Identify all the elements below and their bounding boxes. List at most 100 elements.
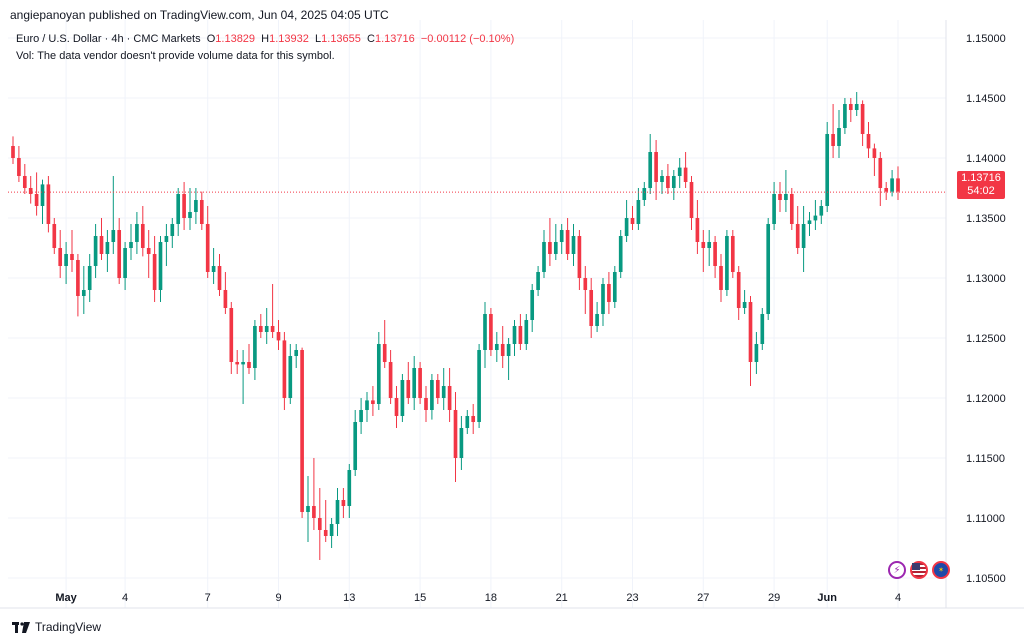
candle-body (170, 224, 175, 236)
candle-body (760, 314, 765, 344)
candle-body (105, 242, 110, 254)
candle-body (701, 242, 706, 248)
time-tick-label: 27 (697, 592, 709, 604)
price-axis[interactable]: 1.10500 1.11000 1.11500 1.12000 1.12500 1.130… (966, 33, 1006, 585)
candle-body (140, 224, 145, 248)
close-value: 1.13716 (374, 33, 415, 45)
candle-body (288, 356, 293, 398)
time-tick-label: May (55, 592, 77, 604)
time-tick-label: 4 (122, 592, 128, 604)
candle-body (878, 158, 883, 188)
candle-body (801, 224, 806, 248)
candle-body (512, 326, 517, 344)
candle-body (896, 178, 900, 192)
candle-body (465, 416, 470, 428)
us-flag-icon[interactable] (910, 561, 928, 579)
candle-body (123, 248, 127, 278)
candle-body (494, 344, 499, 350)
tradingview-logo[interactable]: TradingView (12, 620, 101, 634)
low-value: 1.13655 (321, 33, 361, 45)
candle-body (548, 242, 552, 254)
time-tick-label: Jun (817, 592, 837, 604)
time-tick-label: 18 (485, 592, 497, 604)
candle-body (40, 184, 45, 206)
candle-body (736, 272, 741, 308)
candle-body (93, 236, 98, 266)
candle-body (264, 326, 269, 332)
candle-body (677, 167, 682, 176)
candle-body (81, 290, 86, 296)
candle-body (506, 344, 511, 356)
candle-body (335, 500, 340, 524)
candle-body (713, 242, 717, 266)
candle-body (595, 314, 599, 326)
time-tick-label: 21 (556, 592, 568, 604)
time-axis[interactable]: May 4 7 9 13 15 18 21 23 27 29 Jun 4 (55, 592, 901, 604)
candle-body (524, 320, 529, 344)
candle-body (789, 194, 794, 224)
candle-body (784, 194, 788, 200)
lightning-icon[interactable]: ⚡ (888, 561, 906, 579)
indicator-icons: ⚡ ✶ (888, 561, 950, 579)
publish-line: angiepanoyan published on TradingView.co… (10, 8, 389, 22)
candle-body (70, 254, 74, 260)
candle-body (229, 308, 234, 362)
candle-body (306, 506, 310, 512)
candle-body (76, 260, 80, 296)
candle-body (642, 188, 647, 200)
volume-note: Vol: The data vendor doesn't provide vol… (16, 50, 335, 62)
candle-body (388, 362, 393, 398)
candle-body (565, 230, 570, 254)
candle-body (866, 134, 871, 149)
candle-body (17, 158, 21, 176)
candle-body (253, 326, 257, 368)
candle-body (601, 284, 605, 314)
price-tick-label: 1.13000 (966, 273, 1006, 285)
candle-body (270, 326, 275, 332)
candle-body (188, 212, 192, 218)
time-tick-label: 4 (895, 592, 901, 604)
candle-body (671, 176, 676, 188)
candle-body (294, 350, 299, 356)
last-price-value: 1.13716 (961, 172, 1001, 184)
candle-body (435, 380, 440, 398)
candle-body (182, 194, 186, 218)
candle-body (553, 242, 558, 254)
candle-body (831, 134, 835, 146)
price-tick-label: 1.14500 (966, 93, 1006, 105)
candle-body (766, 224, 771, 314)
candle-body (400, 380, 405, 416)
candle-body (807, 220, 812, 224)
candle-body (353, 422, 358, 470)
candle-body (205, 224, 210, 272)
candle-body (11, 146, 15, 158)
candle-body (99, 236, 104, 254)
candle-body (848, 104, 853, 110)
candle-body (730, 236, 735, 272)
candle-body (146, 248, 151, 254)
candle-body (577, 236, 582, 278)
candle-body (28, 188, 33, 194)
candle-body (46, 184, 51, 224)
open-label: O (206, 33, 216, 45)
time-tick-label: 9 (275, 592, 281, 604)
bar-countdown: 54:02 (967, 185, 995, 197)
candle-body (890, 178, 894, 192)
candle-body (371, 400, 375, 404)
candle-body (441, 386, 446, 398)
candle-body (742, 302, 747, 308)
candle-body (424, 398, 428, 410)
candle-body (707, 242, 712, 248)
candle-body (695, 218, 700, 242)
time-tick-label: 7 (205, 592, 211, 604)
symbol-title[interactable]: Euro / U.S. Dollar · 4h · CMC Markets (16, 33, 201, 45)
candle-body (860, 104, 865, 134)
candle-body (430, 380, 434, 410)
candle-body (542, 242, 546, 272)
candle-body (813, 215, 818, 221)
time-tick-label: 29 (768, 592, 780, 604)
time-tick-label: 13 (343, 592, 355, 604)
price-tick-label: 1.11000 (966, 513, 1005, 525)
eu-flag-icon[interactable]: ✶ (932, 561, 950, 579)
